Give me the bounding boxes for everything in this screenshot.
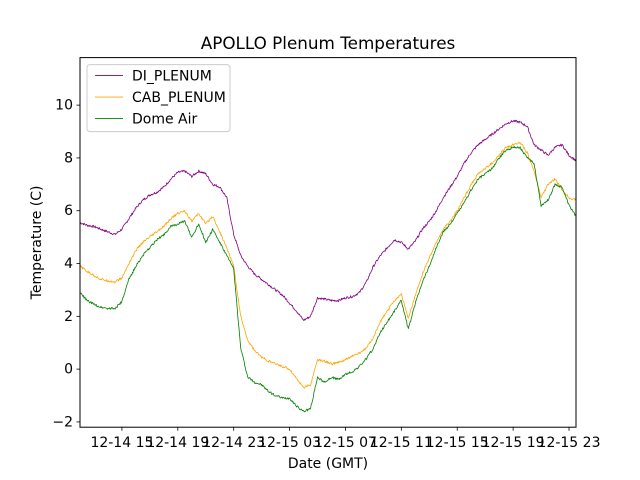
legend-label: DI_PLENUM — [132, 69, 212, 85]
chart-title: APOLLO Plenum Temperatures — [201, 33, 456, 53]
x-tick-label: 12-14 19 — [146, 435, 209, 451]
x-tick-label: 12-14 23 — [202, 435, 265, 451]
legend-box — [86, 64, 231, 133]
x-tick-label: 12-15 15 — [426, 435, 489, 451]
y-tick-label: 6 — [64, 203, 73, 219]
legend: DI_PLENUM CAB_PLENUM Dome Air — [86, 64, 231, 133]
y-axis-label: Temperature (C) — [29, 185, 45, 300]
plot-frame — [79, 57, 577, 428]
x-tick-label: 12-15 19 — [482, 435, 545, 451]
series-line-di-plenum — [80, 119, 576, 321]
series-line-dome-air — [80, 145, 576, 413]
y-tick-label: 4 — [64, 256, 73, 272]
x-tick-label: 12-15 03 — [258, 435, 321, 451]
y-tick-label: 8 — [64, 150, 73, 166]
x-axis-label: Date (GMT) — [288, 456, 368, 472]
series-line-cab-plenum — [80, 141, 576, 389]
legend-label: CAB_PLENUM — [132, 90, 226, 106]
y-tick-label: 0 — [64, 362, 73, 378]
y-tick-label: −2 — [52, 414, 73, 430]
x-tick-label: 12-15 11 — [370, 435, 433, 451]
y-tick-label: 2 — [64, 309, 73, 325]
y-tick-label: 10 — [55, 98, 73, 114]
y-axis-ticks: −2 0 2 4 6 8 10 — [52, 98, 80, 430]
x-tick-label: 12-14 15 — [90, 435, 153, 451]
legend-label: Dome Air — [132, 112, 198, 128]
x-tick-label: 12-15 23 — [538, 435, 601, 451]
x-tick-label: 12-15 07 — [314, 435, 377, 451]
series-layer — [80, 119, 576, 413]
